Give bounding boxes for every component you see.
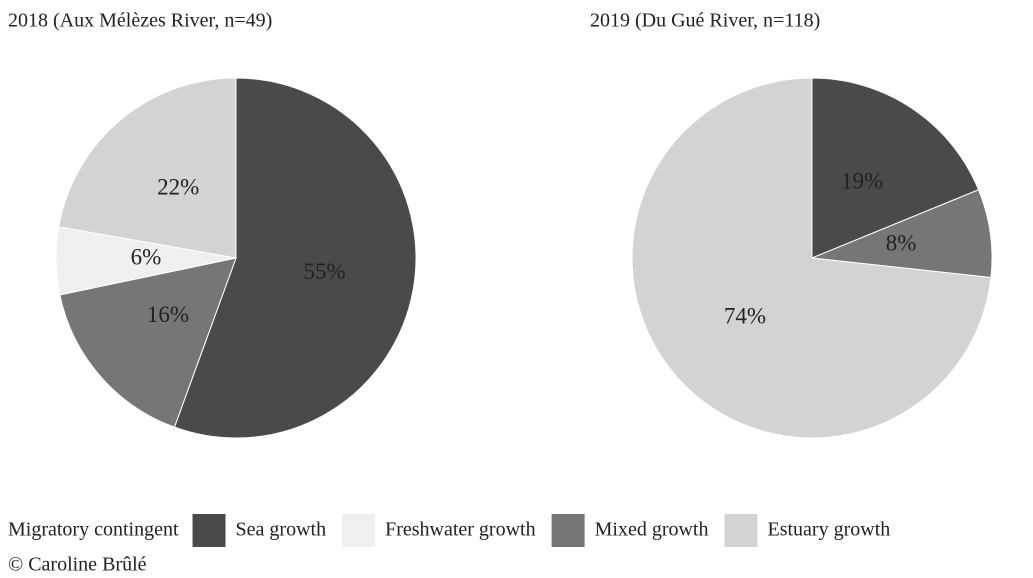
pie-slice	[811, 77, 980, 259]
legend-label: Estuary growth	[768, 519, 891, 541]
pie-slice	[631, 77, 992, 439]
legend-swatch	[724, 514, 758, 547]
data-label: 19%	[841, 169, 883, 194]
pie-slice	[59, 257, 237, 428]
legend-label: Sea growth	[236, 519, 327, 541]
data-label: 74%	[724, 303, 766, 328]
legend-swatch	[551, 514, 585, 547]
data-label: 16%	[147, 302, 189, 327]
data-label: 55%	[304, 259, 346, 284]
pie-slice	[811, 189, 993, 279]
legend-label: Mixed growth	[595, 519, 709, 541]
pie-slice	[58, 77, 237, 259]
legend-swatch	[342, 514, 376, 547]
pie-slice	[173, 77, 417, 439]
chart-title: 2018 (Aux Mélèzes River, n=49)	[8, 10, 272, 32]
legend-label: Freshwater growth	[385, 519, 536, 541]
chart-title: 2019 (Du Gué River, n=118)	[590, 10, 820, 32]
data-label: 6%	[131, 245, 162, 270]
data-label: 22%	[157, 174, 199, 199]
legend-title: Migratory contingent	[8, 519, 179, 541]
data-label: 8%	[886, 231, 917, 256]
credit: © Caroline Brûlé	[8, 554, 147, 576]
legend-swatch	[192, 514, 226, 547]
